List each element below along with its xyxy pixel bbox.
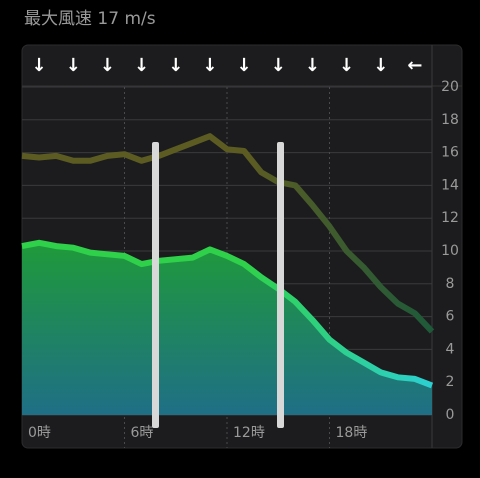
x-tick-label: 0時 [28,425,51,441]
wind-area [22,242,432,415]
y-tick-label: 10 [441,243,459,259]
y-tick-label: 20 [441,79,459,95]
chart-title: 最大風速 17 m/s [24,9,156,29]
direction-arrow: ↓ [168,55,183,76]
direction-arrow: ↓ [237,55,252,76]
direction-arrow: ↓ [305,55,320,76]
y-tick-label: 0 [446,407,455,423]
x-tick-label: 18時 [336,425,368,441]
y-tick-label: 2 [446,374,455,390]
direction-arrow: ↓ [271,55,286,76]
cursor-marker [277,142,284,428]
y-tick-label: 8 [446,276,455,292]
direction-arrow: ↓ [202,55,217,76]
y-tick-label: 14 [441,177,459,193]
wind-line [21,239,434,389]
y-tick-label: 12 [441,210,459,226]
direction-arrow: ↓ [134,55,149,76]
direction-arrow: ↓ [373,55,388,76]
y-tick-label: 4 [446,341,455,357]
direction-arrow: ← [407,55,422,76]
direction-arrow: ↓ [100,55,115,76]
direction-arrow: ↓ [66,55,81,76]
cursor-marker [152,142,159,428]
direction-arrow: ↓ [339,55,354,76]
x-tick-label: 6時 [131,425,154,441]
x-tick-label: 12時 [233,425,265,441]
gust-line [21,133,435,334]
y-tick-label: 18 [441,112,459,128]
y-tick-label: 16 [441,145,459,161]
y-tick-label: 6 [446,309,455,325]
direction-arrow: ↓ [32,55,47,76]
